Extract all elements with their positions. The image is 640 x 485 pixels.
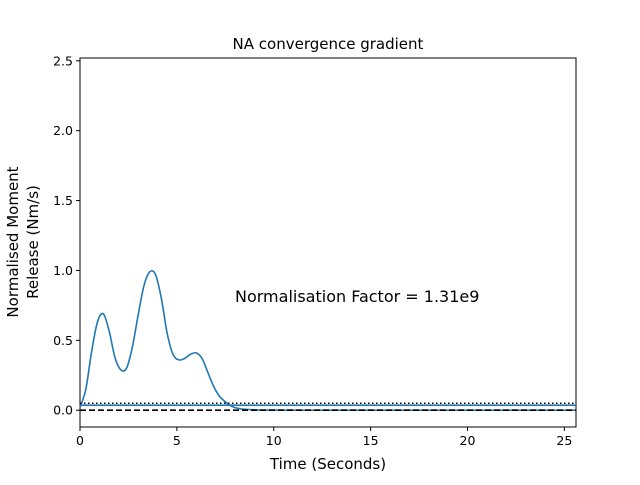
y-axis-label-line-1: Normalised Moment — [4, 166, 22, 317]
x-tick-label: 15 — [363, 433, 379, 448]
y-axis-ticks: 0.0 0.5 1.0 1.5 2.0 2.5 — [53, 53, 80, 418]
x-tick-label: 5 — [173, 433, 181, 448]
plot-frame — [79, 57, 577, 428]
series-group — [79, 269, 576, 412]
y-tick-label: 1.5 — [53, 193, 73, 208]
x-axis-label: Time (Seconds) — [269, 455, 386, 473]
y-tick-label: 2.5 — [53, 53, 73, 68]
x-tick-label: 25 — [556, 433, 572, 448]
x-tick-label: 10 — [266, 433, 282, 448]
y-axis-label-line-2: Release (Nm/s) — [24, 185, 42, 299]
y-tick-label: 1.0 — [53, 263, 73, 278]
y-tick-label: 0.0 — [53, 403, 73, 418]
chart-title: NA convergence gradient — [233, 35, 424, 53]
y-tick-label: 0.5 — [53, 333, 73, 348]
normalisation-annotation: Normalisation Factor = 1.31e9 — [235, 287, 479, 306]
y-tick-label: 2.0 — [53, 123, 73, 138]
x-axis-ticks: 0 5 10 15 20 25 — [76, 427, 572, 448]
x-tick-label: 0 — [76, 433, 84, 448]
x-tick-label: 20 — [460, 433, 476, 448]
